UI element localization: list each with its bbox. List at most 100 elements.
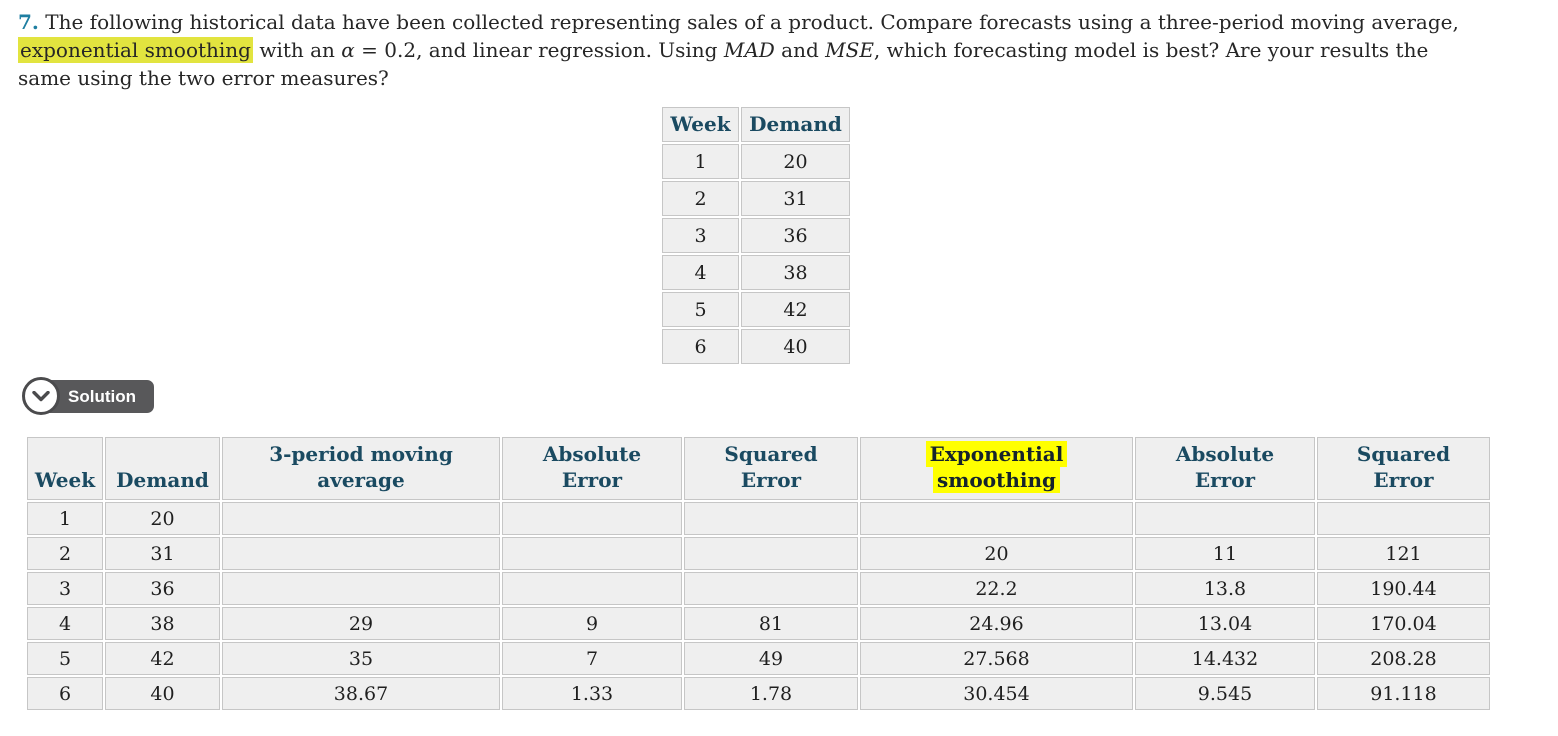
table-cell: 20 xyxy=(105,502,220,535)
chevron-down-icon xyxy=(22,377,60,415)
table-cell: 1.78 xyxy=(684,677,858,710)
table-cell: 38 xyxy=(105,607,220,640)
table-cell: 5 xyxy=(27,642,103,675)
table-cell: 4 xyxy=(662,255,739,290)
table-cell: 36 xyxy=(105,572,220,605)
table-cell: 170.04 xyxy=(1317,607,1490,640)
table-cell: 22.2 xyxy=(860,572,1133,605)
alpha-symbol: α xyxy=(341,38,355,62)
question-text: = 0.2, and linear regression. Using xyxy=(354,38,724,62)
table-cell xyxy=(1135,502,1315,535)
table-cell xyxy=(684,502,858,535)
table-cell: 208.28 xyxy=(1317,642,1490,675)
table-cell: 20 xyxy=(741,144,850,179)
column-header-week: Week xyxy=(27,437,103,500)
problem-statement: 7. The following historical data have be… xyxy=(18,8,1470,92)
table-cell: 190.44 xyxy=(1317,572,1490,605)
solution-table: Week Demand 3-period moving average Abso… xyxy=(25,435,1492,712)
table-row: 6 40 xyxy=(662,329,850,364)
table-cell xyxy=(502,572,682,605)
table-cell xyxy=(222,572,500,605)
table-cell: 81 xyxy=(684,607,858,640)
table-cell: 36 xyxy=(741,218,850,253)
table-cell: 3 xyxy=(27,572,103,605)
column-header-demand: Demand xyxy=(105,437,220,500)
column-header-exponential-smoothing: Exponential smoothing xyxy=(860,437,1133,500)
table-cell: 6 xyxy=(662,329,739,364)
table-cell: 31 xyxy=(105,537,220,570)
table-cell: 30.454 xyxy=(860,677,1133,710)
table-row: 3 36 22.2 13.8 190.44 xyxy=(27,572,1490,605)
table-cell: 27.568 xyxy=(860,642,1133,675)
column-header-absolute-error-1: Absolute Error xyxy=(502,437,682,500)
demand-table: Week Demand 1 20 2 31 3 36 4 38 5 42 6 40 xyxy=(660,105,852,366)
table-cell: 9.545 xyxy=(1135,677,1315,710)
table-row: 3 36 xyxy=(662,218,850,253)
column-header-absolute-error-2: Absolute Error xyxy=(1135,437,1315,500)
table-cell: 2 xyxy=(27,537,103,570)
table-cell: 49 xyxy=(684,642,858,675)
table-cell: 35 xyxy=(222,642,500,675)
column-header-moving-average: 3-period moving average xyxy=(222,437,500,500)
mad-abbreviation: MAD xyxy=(723,38,775,62)
column-header-demand: Demand xyxy=(741,107,850,142)
table-cell xyxy=(222,502,500,535)
table-cell: 9 xyxy=(502,607,682,640)
table-header-row: Week Demand 3-period moving average Abso… xyxy=(27,437,1490,500)
table-cell: 4 xyxy=(27,607,103,640)
table-cell: 1 xyxy=(27,502,103,535)
table-cell xyxy=(684,537,858,570)
table-cell: 7 xyxy=(502,642,682,675)
question-text: The following historical data have been … xyxy=(38,10,1459,34)
table-cell: 20 xyxy=(860,537,1133,570)
table-row: 1 20 xyxy=(662,144,850,179)
table-cell: 24.96 xyxy=(860,607,1133,640)
question-text: and xyxy=(774,38,826,62)
table-cell: 38.67 xyxy=(222,677,500,710)
table-cell: 38 xyxy=(741,255,850,290)
table-row: 5 42 xyxy=(662,292,850,327)
table-row: 6 40 38.67 1.33 1.78 30.454 9.545 91.118 xyxy=(27,677,1490,710)
table-cell xyxy=(860,502,1133,535)
question-text: , which forecasting model is best? Are y… xyxy=(18,38,1429,90)
table-cell xyxy=(502,502,682,535)
solution-toggle-button[interactable]: Solution xyxy=(22,377,154,415)
table-cell: 42 xyxy=(741,292,850,327)
table-row: 1 20 xyxy=(27,502,1490,535)
table-cell: 13.8 xyxy=(1135,572,1315,605)
column-header-week: Week xyxy=(662,107,739,142)
table-row: 2 31 20 11 121 xyxy=(27,537,1490,570)
table-cell: 31 xyxy=(741,181,850,216)
table-header-row: Week Demand xyxy=(662,107,850,142)
column-header-squared-error-1: Squared Error xyxy=(684,437,858,500)
table-cell: 2 xyxy=(662,181,739,216)
table-cell xyxy=(684,572,858,605)
problem-number: 7. xyxy=(18,10,39,34)
table-cell: 6 xyxy=(27,677,103,710)
column-header-squared-error-2: Squared Error xyxy=(1317,437,1490,500)
table-row: 2 31 xyxy=(662,181,850,216)
table-cell: 40 xyxy=(105,677,220,710)
highlighted-text: exponential smoothing xyxy=(18,37,253,63)
table-cell: 1.33 xyxy=(502,677,682,710)
table-row: 4 38 xyxy=(662,255,850,290)
table-cell: 11 xyxy=(1135,537,1315,570)
table-cell: 5 xyxy=(662,292,739,327)
table-row: 5 42 35 7 49 27.568 14.432 208.28 xyxy=(27,642,1490,675)
table-row: 4 38 29 9 81 24.96 13.04 170.04 xyxy=(27,607,1490,640)
table-cell: 13.04 xyxy=(1135,607,1315,640)
question-text: with an xyxy=(252,38,342,62)
table-cell xyxy=(222,537,500,570)
table-cell xyxy=(502,537,682,570)
table-cell: 42 xyxy=(105,642,220,675)
table-cell: 121 xyxy=(1317,537,1490,570)
table-cell: 3 xyxy=(662,218,739,253)
table-cell xyxy=(1317,502,1490,535)
table-cell: 91.118 xyxy=(1317,677,1490,710)
table-cell: 29 xyxy=(222,607,500,640)
table-cell: 40 xyxy=(741,329,850,364)
table-cell: 14.432 xyxy=(1135,642,1315,675)
mse-abbreviation: MSE xyxy=(825,38,874,62)
table-cell: 1 xyxy=(662,144,739,179)
highlighted-column-header: Exponential smoothing xyxy=(925,441,1068,493)
